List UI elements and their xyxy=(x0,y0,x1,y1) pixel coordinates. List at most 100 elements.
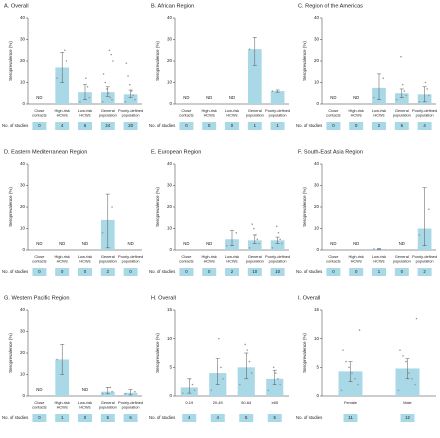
error-bar xyxy=(83,84,87,100)
study-point xyxy=(395,98,398,101)
error-bar xyxy=(252,37,257,66)
x-tick-label-line: contacts xyxy=(179,113,194,118)
nd-label: ND xyxy=(59,241,65,246)
study-point xyxy=(271,247,274,249)
studies-box xyxy=(55,414,70,422)
x-tick-label: Poorly-defined population xyxy=(412,254,437,264)
study-point xyxy=(405,360,407,363)
study-point xyxy=(110,53,113,56)
studies-count: 4 xyxy=(423,123,426,128)
study-point xyxy=(426,88,428,90)
x-tick-label: 50-64 xyxy=(241,400,252,405)
panel-title: F. South-East Asia Region xyxy=(298,149,363,155)
x-tick-label: General population xyxy=(393,108,411,118)
study-point xyxy=(193,389,196,392)
x-tick-label: Poorly-defined population xyxy=(118,254,143,264)
studies-box xyxy=(400,414,415,422)
x-tick-label: High-risk HCWs xyxy=(202,108,217,118)
study-point xyxy=(258,242,260,245)
y-tick-label: 5 xyxy=(316,365,319,370)
studies-box xyxy=(202,268,217,276)
studies-count: 0 xyxy=(38,269,41,274)
studies-box xyxy=(349,122,364,130)
x-tick-label-line: contacts xyxy=(179,259,194,264)
bar xyxy=(270,240,285,250)
y-tick-label: 20 xyxy=(314,204,320,209)
study-point xyxy=(130,90,133,92)
study-point xyxy=(248,247,251,249)
x-tick-label-line: General xyxy=(395,108,409,113)
studies-box xyxy=(78,414,92,422)
study-point xyxy=(125,62,128,64)
y-tick-label: 0 xyxy=(22,247,25,252)
x-tick-label-line: Poorly-defined xyxy=(118,254,143,259)
study-point xyxy=(275,225,278,228)
y-tick-label: 30 xyxy=(20,183,26,188)
studies-count: 1 xyxy=(254,123,257,128)
studies-box xyxy=(326,122,341,130)
bar xyxy=(123,94,138,104)
study-point xyxy=(191,383,194,386)
x-tick-label-line: HCWs xyxy=(204,113,215,118)
x-tick-label-line: HCWs xyxy=(79,405,90,410)
study-point xyxy=(403,90,406,92)
error-bar xyxy=(105,86,110,97)
study-point xyxy=(134,98,136,101)
study-point xyxy=(112,60,114,62)
studies-count: 0 xyxy=(332,123,335,128)
studies-box xyxy=(394,268,409,276)
x-tick-label-line: HCWs xyxy=(226,113,237,118)
studies-count: 0 xyxy=(38,415,41,420)
x-tick-label: Low-risk HCWs xyxy=(78,254,93,264)
error-bar xyxy=(422,187,427,246)
x-tick-label: Close contacts xyxy=(326,108,341,118)
error-bar xyxy=(105,387,110,395)
study-point xyxy=(128,83,131,86)
y-tick-label: 40 xyxy=(20,307,26,312)
study-point xyxy=(267,389,270,392)
x-tick-label-line: population xyxy=(99,113,117,118)
study-point xyxy=(235,232,238,234)
x-tick-label: Close contacts xyxy=(32,400,47,410)
panel-title: G. Western Pacific Region xyxy=(4,295,70,301)
studies-count: 12 xyxy=(405,415,410,420)
study-point xyxy=(88,96,91,99)
y-tick-label: 0 xyxy=(169,101,172,106)
study-point xyxy=(401,83,404,86)
studies-count: 0 xyxy=(84,269,87,274)
x-tick-label-line: Close xyxy=(181,254,191,259)
studies-count: 0 xyxy=(355,269,358,274)
x-tick-label-line: population xyxy=(122,113,140,118)
y-tick-label: 20 xyxy=(20,58,26,63)
x-tick-label-line: population xyxy=(269,259,287,264)
nd-label: ND xyxy=(353,95,359,100)
x-tick-label: High-risk HCWs xyxy=(55,400,70,410)
study-point xyxy=(397,389,400,392)
x-tick-label: 0-19 xyxy=(185,400,193,405)
studies-box xyxy=(32,414,47,422)
study-point xyxy=(222,378,224,380)
y-axis-label: Seroprevalence (%) xyxy=(155,41,160,81)
studies-count: 4 xyxy=(61,123,64,128)
y-axis-label: Seroprevalence (%) xyxy=(8,187,13,227)
study-point xyxy=(358,329,361,331)
studies-box xyxy=(179,268,194,276)
y-axis-label: Seroprevalence (%) xyxy=(8,41,13,81)
studies-count: 2 xyxy=(423,269,426,274)
studies-box xyxy=(202,122,217,130)
error-bar xyxy=(272,369,277,385)
studies-box xyxy=(417,268,432,276)
x-tick-label-line: High-risk xyxy=(202,108,217,113)
x-tick-label-line: High-risk xyxy=(55,400,70,405)
studies-label: No. of studies xyxy=(2,269,28,274)
study-point xyxy=(424,81,427,84)
x-tick-label-line: General xyxy=(101,108,115,113)
nd-label: ND xyxy=(399,241,405,246)
error-bar xyxy=(422,86,427,103)
x-tick-label-line: contacts xyxy=(32,259,47,264)
studies-box xyxy=(247,268,262,276)
studies-count: 0 xyxy=(401,269,404,274)
y-tick-label: 30 xyxy=(167,183,173,188)
x-tick-label-line: General xyxy=(395,254,409,259)
studies-box xyxy=(372,268,386,276)
